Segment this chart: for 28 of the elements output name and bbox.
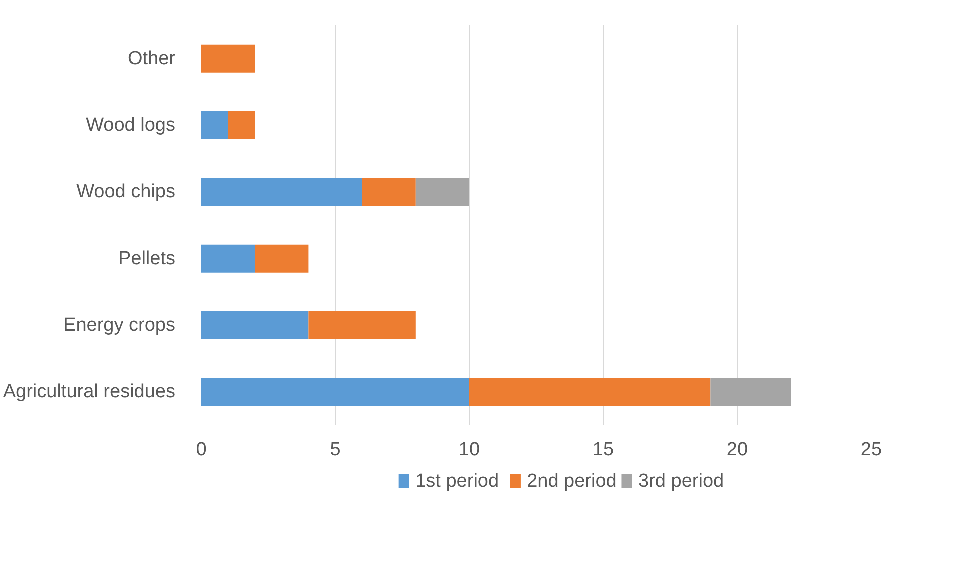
x-tick-label: 0	[196, 440, 207, 460]
x-tick-label: 25	[860, 440, 882, 460]
bar	[228, 112, 256, 140]
legend-label: 2nd period	[527, 471, 617, 492]
legend-label: 3rd period	[638, 471, 724, 492]
x-tick-label: 10	[458, 440, 480, 460]
bar	[362, 178, 416, 206]
bar	[470, 378, 711, 406]
legend-label: 1st period	[416, 471, 500, 492]
bar	[202, 244, 256, 273]
x-tick-label: 20	[726, 440, 748, 460]
bar	[416, 178, 470, 206]
bar	[255, 244, 309, 273]
bar	[202, 378, 470, 406]
bar	[308, 312, 416, 340]
x-tick-label: 5	[330, 440, 341, 460]
y-tick-label: Other	[128, 48, 176, 70]
x-tick-label: 15	[592, 440, 614, 460]
y-tick-label: Wood chips	[76, 182, 176, 203]
y-tick-label: Wood logs	[86, 115, 176, 136]
bar	[710, 378, 792, 406]
bar	[202, 112, 228, 140]
y-tick-label: Energy crops	[64, 315, 176, 336]
y-tick-label: Agricultural residues	[3, 382, 176, 403]
bar	[202, 44, 256, 73]
bar	[202, 178, 362, 206]
y-tick-label: Pellets	[118, 248, 176, 270]
bar	[202, 312, 309, 340]
